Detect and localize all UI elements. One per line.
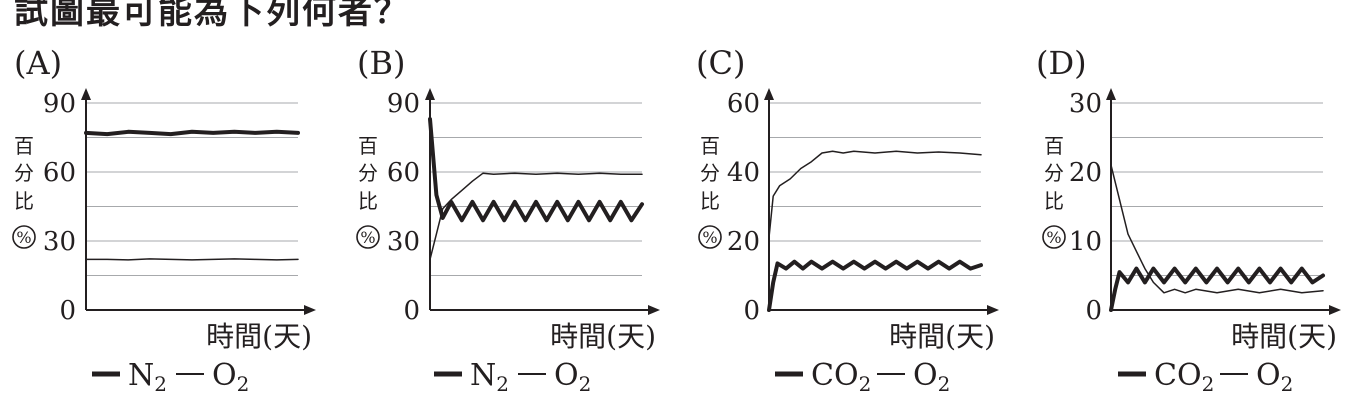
y-tick-label: 90 (43, 89, 76, 119)
legend-label-n2: N2 (128, 358, 167, 396)
series-line-n2 (428, 117, 644, 223)
legend-label-o2: O2 (1256, 358, 1293, 396)
legend-label-co2: CO2 (1154, 358, 1214, 396)
y-axis-label-char: % (1046, 228, 1061, 247)
legend: CO2 O2 (775, 358, 950, 396)
legend: N2 O2 (92, 358, 249, 396)
y-axis-label-char: 分 (1044, 161, 1064, 185)
y-axis-label-char: 百 (14, 134, 34, 158)
y-tick-label: 30 (1069, 89, 1102, 119)
series-line-co2 (767, 259, 983, 312)
y-tick-label: 0 (1085, 296, 1102, 326)
y-tick-label: 30 (387, 227, 420, 257)
legend-label-o2: O2 (212, 358, 249, 396)
series-line-n2 (84, 129, 300, 137)
x-axis-label: 時間(天) (889, 320, 995, 353)
y-tick-label: 30 (43, 227, 76, 257)
y-axis-label-char: 百 (700, 134, 720, 158)
y-axis-label-char: % (360, 228, 375, 247)
x-axis-arrow (304, 305, 316, 315)
legend-label-co2: CO2 (811, 358, 871, 396)
series-line-o2 (768, 150, 982, 239)
y-axis-label: 百分比% (12, 134, 36, 249)
x-axis-label: 時間(天) (550, 320, 656, 353)
legend-label-o2: O2 (554, 358, 591, 396)
chart-panel-c: 0 20 40 60 (C) 百分比% 時間(天) CO2 O2 (696, 44, 999, 396)
series-line-o2 (429, 172, 643, 261)
y-axis-arrow (81, 88, 91, 100)
y-axis-label: 百分比% (356, 134, 380, 249)
chart-panel-d: 0 10 20 30 (D) 百分比% 時間(天) CO2 O2 (1036, 44, 1341, 396)
y-tick-label: 0 (403, 296, 420, 326)
y-axis-label: 百分比% (698, 134, 722, 249)
y-axis-label-char: 百 (358, 134, 378, 158)
panel-label: (A) (14, 44, 62, 82)
y-tick-label: 40 (727, 158, 760, 188)
y-axis-arrow (425, 88, 435, 100)
y-tick-label: 10 (1069, 227, 1102, 257)
series-line-co2 (1109, 266, 1325, 312)
y-axis-label-char: 分 (700, 161, 720, 185)
panel-label: (D) (1036, 44, 1087, 82)
y-tick-label: 20 (727, 227, 760, 257)
legend-label-o2: O2 (913, 358, 950, 396)
y-axis-label-char: 比 (14, 189, 34, 213)
legend-label-n2: N2 (470, 358, 509, 396)
chart-panel-b: 0 30 60 90 (B) 百分比% 時間(天) N2 O2 (356, 44, 660, 396)
y-tick-label: 0 (743, 296, 760, 326)
x-axis-arrow (648, 305, 660, 315)
y-axis-label-char: % (16, 228, 31, 247)
question-text-fragment: 試圖最可能為下列何者？ (14, 0, 410, 32)
y-tick-label: 0 (59, 296, 76, 326)
percent-circle (1042, 225, 1066, 249)
y-tick-label: 20 (1069, 158, 1102, 188)
y-tick-label: 60 (727, 89, 760, 119)
series-line-o2 (1110, 164, 1324, 294)
y-axis-label-char: 比 (700, 189, 720, 213)
y-tick-label: 60 (387, 158, 420, 188)
percent-circle (12, 225, 36, 249)
y-axis-label-char: 比 (358, 189, 378, 213)
x-axis-label: 時間(天) (1231, 320, 1337, 353)
x-axis-label: 時間(天) (206, 320, 312, 353)
chart-panel-a: 0 30 60 90 (A) 百分比% 時間(天) N2 O2 (12, 44, 316, 396)
y-axis-label-char: 分 (14, 161, 34, 185)
panel-label: (C) (696, 44, 745, 82)
y-tick-label: 90 (387, 89, 420, 119)
y-axis-label-char: 比 (1044, 189, 1064, 213)
y-axis-label-char: 百 (1044, 134, 1064, 158)
y-axis-label: 百分比% (1042, 134, 1066, 249)
series-line-o2 (85, 258, 299, 261)
y-axis-label-char: % (702, 228, 717, 247)
y-axis-label-char: 分 (358, 161, 378, 185)
legend: N2 O2 (434, 358, 591, 396)
legend: CO2 O2 (1118, 358, 1293, 396)
percent-circle (698, 225, 722, 249)
x-axis-arrow (1329, 305, 1341, 315)
y-axis-arrow (764, 88, 774, 100)
y-tick-label: 60 (43, 158, 76, 188)
x-axis-arrow (987, 305, 999, 315)
y-axis-arrow (1106, 88, 1116, 100)
panel-label: (B) (357, 44, 405, 82)
percent-circle (356, 225, 380, 249)
